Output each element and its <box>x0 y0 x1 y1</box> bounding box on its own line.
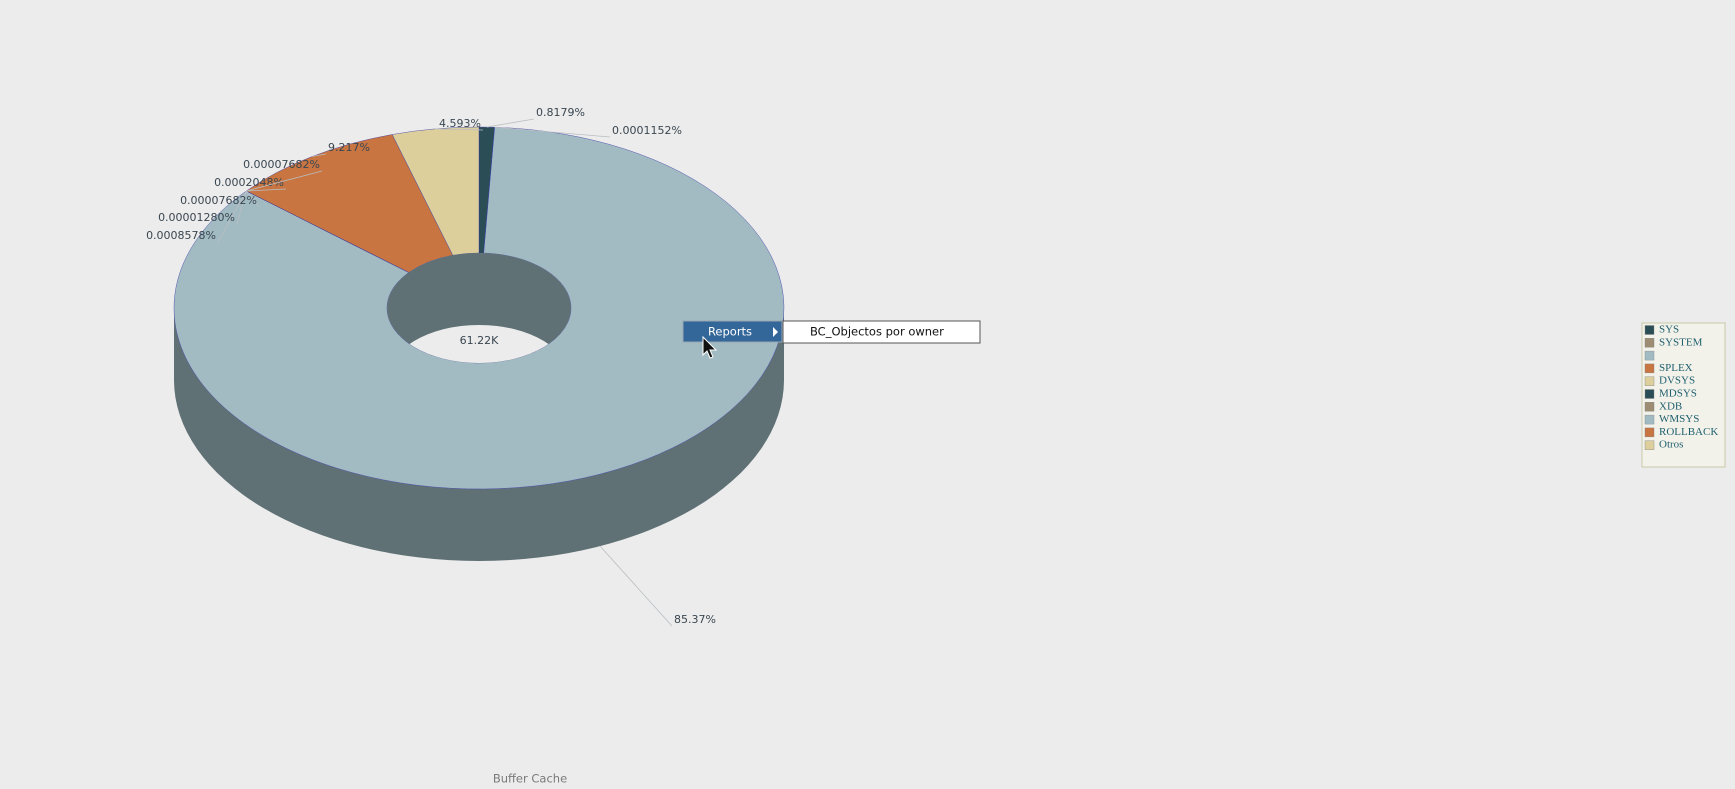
value-label: 4.593% <box>439 117 481 130</box>
legend-label: ROLLBACK <box>1659 426 1718 438</box>
legend-label: DVSYS <box>1659 375 1695 387</box>
value-label: 0.8179% <box>536 106 585 119</box>
legend-label: SYS <box>1659 324 1679 336</box>
outer-wall <box>174 308 784 561</box>
leader-line <box>312 153 327 157</box>
legend-swatch <box>1644 440 1655 450</box>
leader-line <box>246 190 260 208</box>
legend-swatch <box>1644 325 1655 335</box>
submenu-arrow <box>773 327 778 337</box>
legend-label: SYSTEM <box>1659 336 1703 348</box>
legend-swatch <box>1644 402 1655 412</box>
context-menu[interactable]: Reports BC_Objectos por owner <box>682 320 981 359</box>
value-label: 0.0008578% <box>146 229 216 242</box>
menu-item-bg[interactable] <box>682 320 783 343</box>
donut: 61.22K 0.8179% 0.0001152% 85.37% 0.0008578% 0… <box>146 106 785 627</box>
value-label: 9.217% <box>328 141 370 154</box>
submenu-item[interactable]: BC_Objectos por owner <box>810 325 944 339</box>
leader-line <box>236 190 247 225</box>
value-label: 0.00007682% <box>243 158 320 171</box>
value-label: 0.0002048% <box>214 176 284 189</box>
legend-swatch <box>1644 427 1655 438</box>
value-label: 85.37% <box>674 613 716 626</box>
legend-label: WMSYS <box>1659 413 1699 425</box>
leader-line <box>246 188 287 192</box>
submenu-bg[interactable] <box>782 320 981 344</box>
value-label: 0.0001152% <box>612 124 682 137</box>
leader-line <box>246 170 323 192</box>
legend-label: Otros <box>1659 439 1683 451</box>
menu-item[interactable]: Reports <box>708 325 752 339</box>
cursor <box>702 335 718 359</box>
legend-swatch <box>1644 414 1655 425</box>
legend-swatch <box>1644 389 1655 399</box>
leader-line <box>494 126 611 138</box>
leader-line <box>486 118 535 128</box>
hole-floor <box>387 325 571 363</box>
leader-line <box>435 128 484 131</box>
legend-label: SPLEX <box>1659 362 1693 374</box>
leader-line <box>599 545 673 627</box>
legend-swatch <box>1644 376 1655 386</box>
legend-label: MDSYS <box>1659 388 1697 400</box>
center-label: 61.22K <box>460 334 499 347</box>
legend-label: XDB <box>1659 400 1682 412</box>
chart-title: Buffer Cache <box>493 772 567 786</box>
legend-box <box>1641 322 1726 468</box>
value-label: 0.00001280% <box>158 211 235 224</box>
legend-swatch <box>1644 350 1655 361</box>
value-label: 0.00007682% <box>180 194 257 207</box>
legend-swatch <box>1644 338 1655 348</box>
leader-line <box>217 190 247 243</box>
legend-swatch <box>1644 363 1655 374</box>
